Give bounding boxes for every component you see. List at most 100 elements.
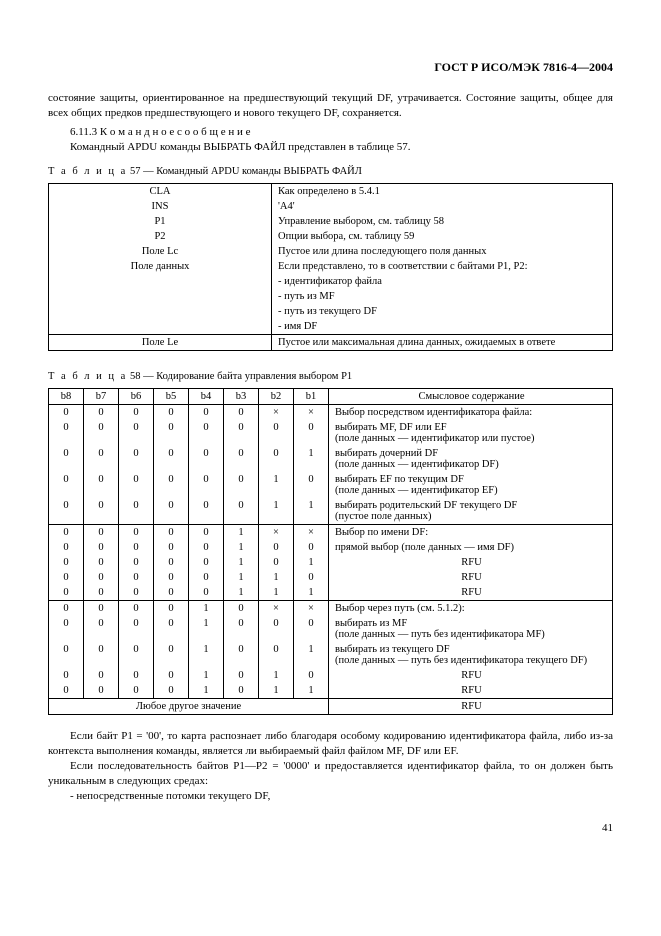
table-row: 00000100прямой выбор (поле данных — имя … — [49, 540, 613, 555]
outro-paragraph-1: Если байт P1 = '00', то карта распознает… — [48, 729, 613, 759]
table-row: 00001000выбирать из MF(поле данных — пут… — [49, 616, 613, 642]
description-cell: прямой выбор (поле данных — имя DF) — [329, 540, 613, 555]
bit-cell: × — [294, 601, 329, 617]
bit-cell: 0 — [189, 570, 224, 585]
bit-cell: 0 — [154, 683, 189, 699]
table-header-cell: b5 — [154, 389, 189, 405]
bit-cell: 0 — [189, 498, 224, 525]
bit-cell: 0 — [84, 472, 119, 498]
bit-cell: 0 — [49, 683, 84, 699]
bit-cell: × — [259, 405, 294, 421]
bit-cell: 0 — [49, 555, 84, 570]
bit-cell: 0 — [84, 683, 119, 699]
bit-cell: 0 — [224, 405, 259, 421]
table-cell-value: Пустое или длина последующего поля данны… — [272, 244, 613, 259]
table-cell-value: Опции выбора, см. таблицу 59 — [272, 229, 613, 244]
bit-cell: 0 — [259, 555, 294, 570]
description-cell: Выбор по имени DF: — [329, 525, 613, 541]
bit-cell: 1 — [224, 540, 259, 555]
bit-cell: 0 — [49, 420, 84, 446]
table-cell-value: - путь из текущего DF — [272, 304, 613, 319]
bit-cell: 0 — [119, 616, 154, 642]
bit-cell: 0 — [154, 570, 189, 585]
bit-cell: 0 — [84, 616, 119, 642]
table58-caption: Т а б л и ц а 58 — Кодирование байта упр… — [48, 371, 613, 382]
table-row: P1Управление выбором, см. таблицу 58 — [49, 214, 613, 229]
bit-cell: 0 — [154, 555, 189, 570]
bit-cell: 1 — [294, 585, 329, 601]
bit-cell: 0 — [84, 668, 119, 683]
bit-cell: 0 — [294, 472, 329, 498]
table-header-cell: b7 — [84, 389, 119, 405]
table-cell-field — [49, 319, 272, 335]
bit-cell: 0 — [154, 601, 189, 617]
bit-cell: 0 — [259, 642, 294, 668]
table-header-cell: b1 — [294, 389, 329, 405]
table-cell-field: P2 — [49, 229, 272, 244]
description-cell: выбирать MF, DF или EF(поле данных — иде… — [329, 420, 613, 446]
bit-cell: 0 — [189, 585, 224, 601]
bit-cell: 0 — [224, 683, 259, 699]
description-cell: выбирать из текущего DF(поле данных — пу… — [329, 642, 613, 668]
bit-cell: 0 — [84, 540, 119, 555]
bit-cell: 0 — [49, 405, 84, 421]
bit-cell: 0 — [119, 525, 154, 541]
table-cell-value: Управление выбором, см. таблицу 58 — [272, 214, 613, 229]
bit-cell: 0 — [294, 616, 329, 642]
table-row: Поле LcПустое или длина последующего пол… — [49, 244, 613, 259]
bit-cell: 0 — [224, 601, 259, 617]
description-cell: выбирать родительский DF текущего DF(пус… — [329, 498, 613, 525]
section-number: 6.11.3 — [70, 126, 97, 138]
bit-cell: × — [294, 405, 329, 421]
bit-cell: 0 — [189, 540, 224, 555]
bit-cell: 1 — [189, 642, 224, 668]
bit-cell: 0 — [49, 601, 84, 617]
bit-cell: 0 — [294, 420, 329, 446]
table-row: 000001××Выбор по имени DF: — [49, 525, 613, 541]
table-header-cell: b4 — [189, 389, 224, 405]
bit-cell: 0 — [154, 642, 189, 668]
bit-cell: 0 — [49, 570, 84, 585]
table-cell-field: Поле Lc — [49, 244, 272, 259]
bit-cell: 0 — [119, 642, 154, 668]
bit-cell: 1 — [189, 668, 224, 683]
table-row: P2Опции выбора, см. таблицу 59 — [49, 229, 613, 244]
table-row: 00000001выбирать дочерний DF(поле данных… — [49, 446, 613, 472]
table-cell-field — [49, 274, 272, 289]
bit-cell: 1 — [294, 498, 329, 525]
outro-paragraph-2: Если последовательность байтов P1—P2 = '… — [48, 759, 613, 789]
table-row: 000010××Выбор через путь (см. 5.1.2): — [49, 601, 613, 617]
bit-cell: 0 — [49, 668, 84, 683]
table-row: CLAКак определено в 5.4.1 — [49, 184, 613, 200]
page-number: 41 — [48, 822, 613, 834]
table-row: 00000101RFU — [49, 555, 613, 570]
bit-cell: 0 — [259, 540, 294, 555]
bit-cell: 0 — [154, 540, 189, 555]
bit-cell: 1 — [294, 555, 329, 570]
bit-cell: 0 — [224, 472, 259, 498]
description-cell: RFU — [329, 585, 613, 601]
bit-cell: 0 — [224, 616, 259, 642]
bit-cell: 0 — [84, 555, 119, 570]
bit-cell: 0 — [154, 420, 189, 446]
bit-cell: 0 — [119, 540, 154, 555]
bit-cell: 1 — [259, 570, 294, 585]
table57-caption: Т а б л и ц а 57 — Командный APDU команд… — [48, 166, 613, 177]
bit-cell: × — [259, 601, 294, 617]
table-row: Поле LeПустое или максимальная длина дан… — [49, 335, 613, 351]
bit-cell: 0 — [189, 420, 224, 446]
bit-cell: 0 — [49, 540, 84, 555]
bit-cell: 0 — [224, 668, 259, 683]
bit-cell: 1 — [294, 683, 329, 699]
bit-cell: 0 — [259, 446, 294, 472]
bit-cell: 0 — [224, 642, 259, 668]
bit-cell: 0 — [154, 525, 189, 541]
bit-cell: 0 — [189, 446, 224, 472]
table-row: - путь из MF — [49, 289, 613, 304]
bit-cell: × — [259, 525, 294, 541]
table-row: 00000111RFU — [49, 585, 613, 601]
table-row: - имя DF — [49, 319, 613, 335]
bit-cell: 0 — [294, 540, 329, 555]
bit-cell: 0 — [119, 498, 154, 525]
bit-cell: 0 — [119, 446, 154, 472]
